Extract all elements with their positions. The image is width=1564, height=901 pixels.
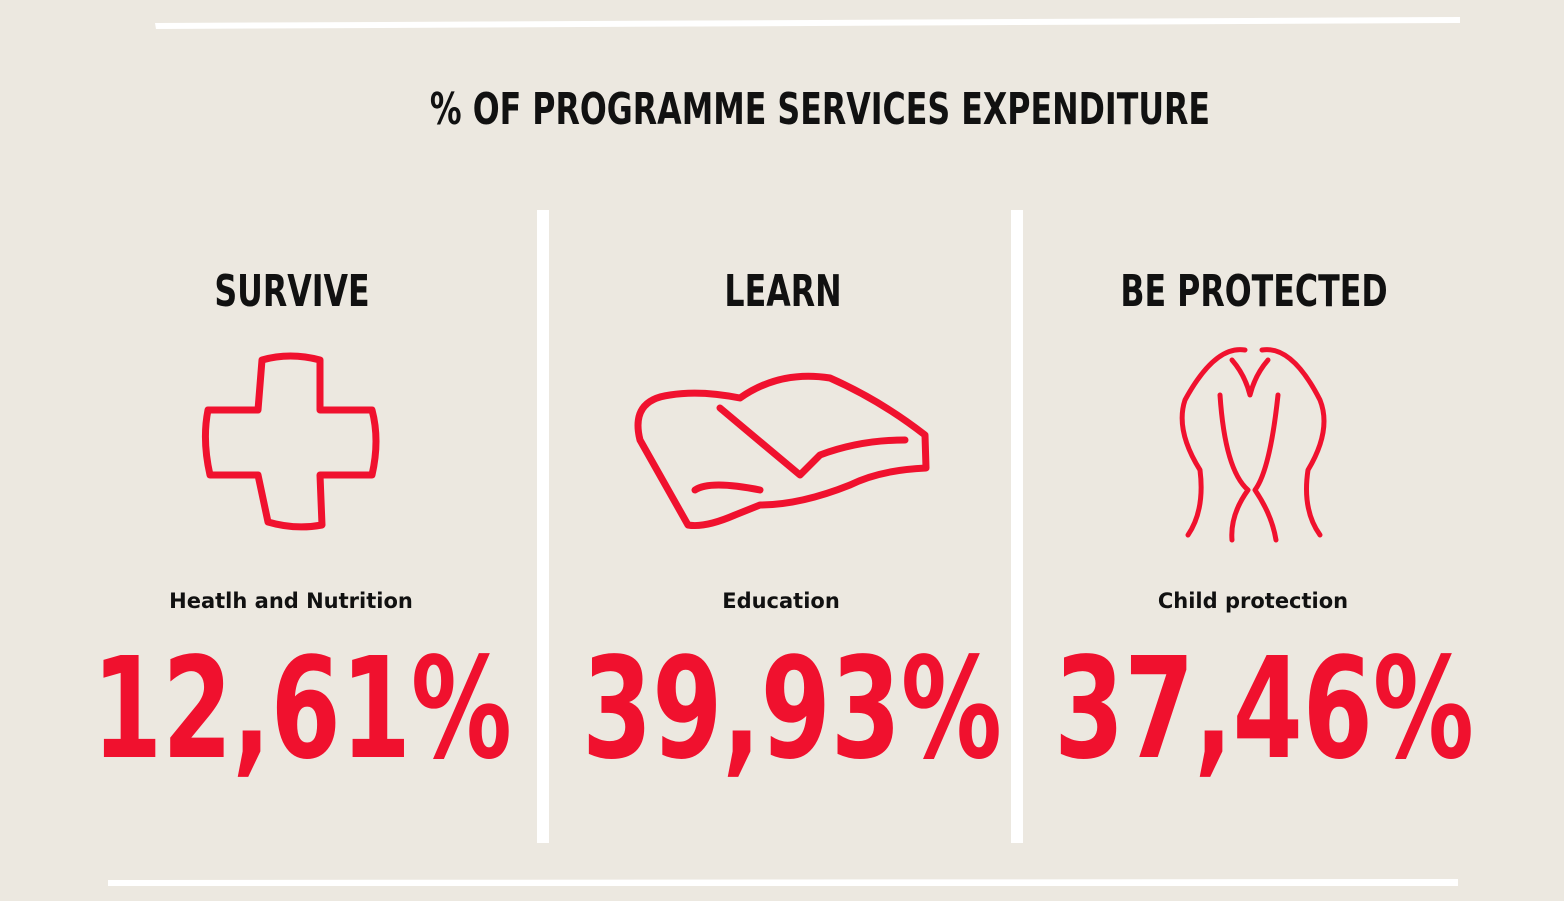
divider [1011,210,1023,843]
column-heading: LEARN [724,266,841,318]
column-label: Education [722,589,840,613]
cross-icon [201,352,380,531]
column-label: Heatlh and Nutrition [169,589,413,613]
column-heading: SURVIVE [214,266,369,318]
percentage: 37,46% [1054,627,1474,790]
column-label: Child protection [1158,589,1348,613]
divider [537,210,549,843]
column-heading: BE PROTECTED [1120,266,1387,318]
percentage: 12,61% [92,627,512,790]
bottom-rule [108,879,1458,886]
top-rule [155,17,1460,29]
percentage: 39,93% [582,627,1002,790]
title: % OF PROGRAMME SERVICES EXPENDITURE [430,84,1210,136]
hands-icon [1179,347,1327,543]
book-icon [634,372,930,529]
